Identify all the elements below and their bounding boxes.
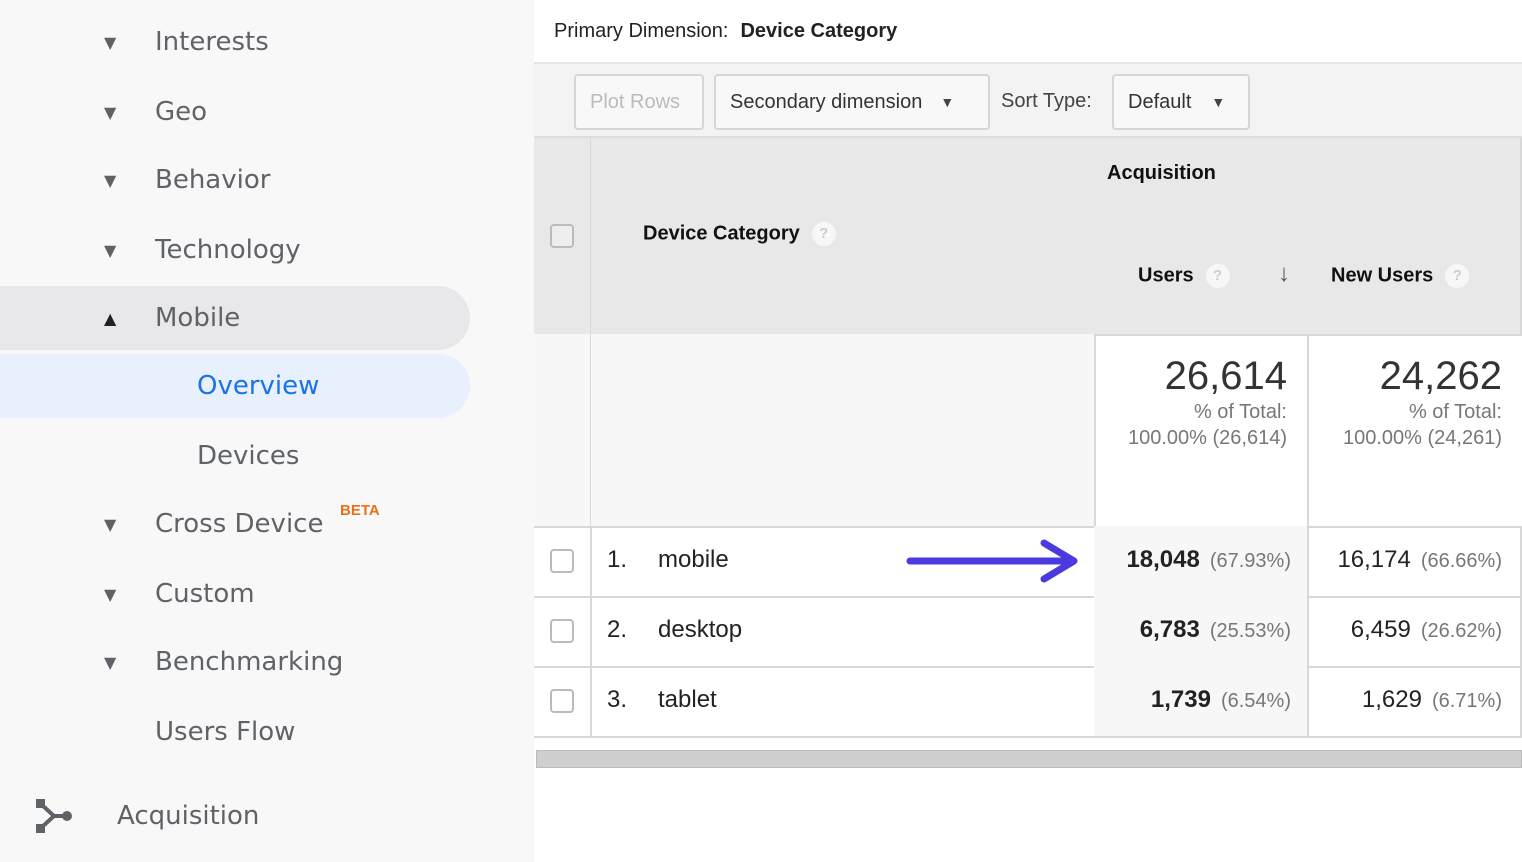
horizontal-scrollbar[interactable] [536, 750, 1522, 768]
caret-down-icon: ▼ [1211, 94, 1226, 110]
acquisition-icon [36, 799, 72, 833]
row-select-cell [534, 596, 592, 668]
triangle-up-icon: ▲ [104, 308, 117, 328]
new-users-header[interactable]: New Users? [1307, 212, 1522, 336]
table-row[interactable]: 2. desktop [591, 596, 1096, 668]
triangle-down-icon: ▼ [104, 240, 117, 260]
primary-dimension-value[interactable]: Device Category [740, 20, 898, 42]
users-header[interactable]: Users? ↓ [1094, 212, 1309, 336]
nav-acquisition[interactable]: Acquisition [0, 784, 534, 848]
beta-badge: BETA [340, 502, 380, 519]
sort-type-dropdown[interactable]: Default ▼ [1112, 74, 1250, 130]
device-category-link[interactable]: tablet [658, 686, 717, 713]
sidebar: ▼ Interests ▼ Geo ▼ Behavior ▼ Technology ▲ M… [0, 0, 534, 862]
triangle-down-icon: ▼ [104, 170, 117, 190]
nav-overview[interactable]: Overview [0, 354, 470, 418]
new-users-cell: 16,174 (66.66%) [1307, 526, 1522, 598]
help-icon[interactable]: ? [811, 222, 836, 246]
plot-rows-button[interactable]: Plot Rows [574, 74, 704, 130]
users-cell: 18,048 (67.93%) [1094, 526, 1309, 598]
primary-dimension: Primary Dimension: Device Category [554, 20, 898, 42]
sort-type-label: Sort Type: [1001, 90, 1092, 112]
help-icon[interactable]: ? [1445, 264, 1470, 288]
triangle-down-icon: ▼ [104, 102, 117, 122]
sort-desc-arrow-icon: ↓ [1278, 260, 1290, 287]
report-main: Primary Dimension: Device Category Plot R… [534, 0, 1522, 862]
pointer-arrow-icon [906, 539, 1078, 583]
triangle-down-icon: ▼ [104, 32, 117, 52]
row-checkbox[interactable] [550, 549, 574, 573]
table-row[interactable]: 3. tablet [591, 666, 1096, 738]
help-icon[interactable]: ? [1205, 264, 1230, 288]
totals-new-users: 24,262 % of Total: 100.00% (24,261) [1307, 334, 1522, 528]
new-users-cell: 1,629 (6.71%) [1307, 666, 1522, 738]
caret-down-icon: ▼ [940, 94, 955, 110]
row-checkbox[interactable] [550, 689, 574, 713]
users-cell: 6,783 (25.53%) [1094, 596, 1309, 668]
device-category-link[interactable]: mobile [658, 546, 729, 573]
users-cell: 1,739 (6.54%) [1094, 666, 1309, 738]
row-select-cell [534, 666, 592, 738]
table-toolbar: Plot Rows Secondary dimension ▼ Sort Type… [534, 62, 1522, 138]
totals-users: 26,614 % of Total: 100.00% (26,614) [1094, 334, 1309, 528]
triangle-down-icon: ▼ [104, 652, 117, 672]
device-category-header[interactable]: Device Category? [591, 138, 1096, 336]
device-category-link[interactable]: desktop [658, 616, 743, 643]
triangle-down-icon: ▼ [104, 584, 117, 604]
row-checkbox[interactable] [550, 619, 574, 643]
totals-label-cell [591, 334, 1096, 528]
nav-mobile[interactable]: ▲ Mobile [0, 286, 470, 350]
select-all-cell [534, 138, 592, 336]
new-users-cell: 6,459 (26.62%) [1307, 596, 1522, 668]
row-select-cell [534, 526, 592, 598]
triangle-down-icon: ▼ [104, 514, 117, 534]
totals-blank [534, 334, 592, 528]
acquisition-group-header: Acquisition [1094, 138, 1522, 214]
secondary-dimension-dropdown[interactable]: Secondary dimension ▼ [714, 74, 990, 130]
select-all-checkbox[interactable] [550, 224, 574, 248]
